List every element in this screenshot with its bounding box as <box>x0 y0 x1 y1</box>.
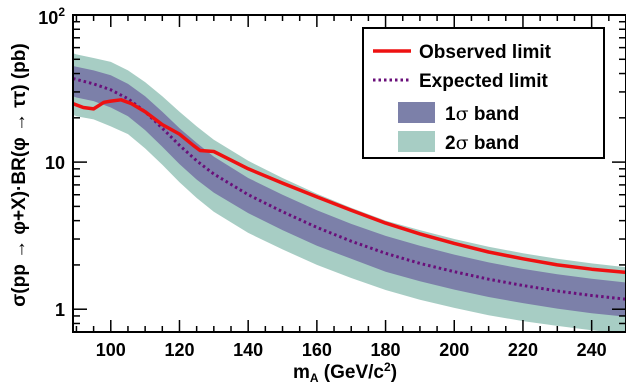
observed-limit-line <box>73 98 626 275</box>
x-tick-label: 120 <box>164 340 194 360</box>
legend-2sigma-symbol: σ <box>456 132 469 154</box>
x-axis-label-mid: (GeV/c <box>319 362 385 383</box>
legend-2sigma-text: band <box>469 133 520 154</box>
x-tick-label: 180 <box>371 340 401 360</box>
y-tick-label: 102 <box>38 5 65 28</box>
x-tick-label: 200 <box>439 340 469 360</box>
ticks-layer <box>73 14 626 333</box>
x-tick-label: 100 <box>96 340 126 360</box>
legend-2sigma-label: 2σ band <box>445 132 519 154</box>
legend: Observed limit Expected limit 1σ band 2σ… <box>362 27 605 159</box>
tick-labels-layer: 100 120 140 160 180 200 220 240 1 10 102 <box>38 5 606 360</box>
legend-1sigma-label: 1σ band <box>445 103 519 125</box>
y-axis-label: σ(pp → φ+X)·BR(φ → ττ) (pb) <box>9 43 30 306</box>
plot-frame <box>72 14 626 333</box>
legend-1sigma-symbol: σ <box>456 103 469 125</box>
legend-1sigma-text: band <box>469 104 520 125</box>
x-axis-label-sub: A <box>310 371 319 383</box>
legend-2sigma-swatch <box>398 131 435 152</box>
x-tick-label: 220 <box>508 340 538 360</box>
legend-observed-label: Observed limit <box>419 42 552 63</box>
lines-layer <box>73 77 626 301</box>
x-tick-label: 160 <box>302 340 332 360</box>
x-axis-label-main: m <box>293 362 310 383</box>
x-axis-label: mA (GeV/c2) <box>293 360 397 383</box>
legend-2sigma-num: 2 <box>445 133 456 154</box>
x-tick-label: 140 <box>233 340 263 360</box>
expected-limit-line <box>73 77 626 301</box>
x-axis-label-end: ) <box>391 362 397 383</box>
legend-1sigma-swatch <box>398 102 435 123</box>
x-tick-label: 240 <box>577 340 607 360</box>
y-tick-label: 1 <box>55 300 65 320</box>
y-tick-label: 10 <box>45 153 65 173</box>
legend-expected-label: Expected limit <box>419 71 548 92</box>
x-axis-label-sup: 2 <box>384 360 391 374</box>
legend-1sigma-num: 1 <box>445 104 456 125</box>
